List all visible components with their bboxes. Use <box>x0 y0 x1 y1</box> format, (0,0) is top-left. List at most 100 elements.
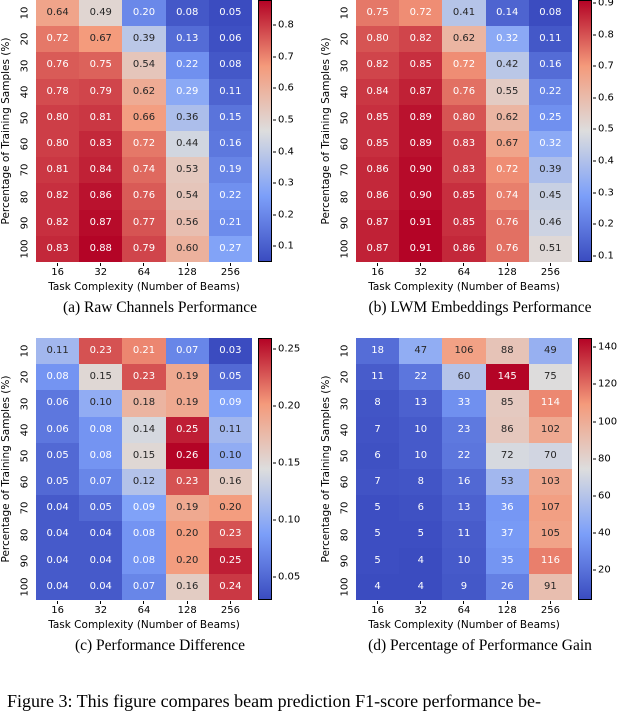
heatmap-cell: 0.82 <box>36 183 80 210</box>
heatmap-cell: 0.10 <box>79 390 123 417</box>
heatmap-cell: 0.15 <box>122 442 166 469</box>
colorbar-tick-label: 0.2 <box>273 209 294 220</box>
y-tick-label: 50 <box>19 449 31 463</box>
heatmap-cell: 0.29 <box>165 78 209 105</box>
heatmap-cell: 0.91 <box>399 209 443 236</box>
heatmap-cell: 0.15 <box>208 104 252 131</box>
colorbar-tick-label: 0.9 <box>593 0 614 9</box>
x-tick-label: 64 <box>122 601 165 616</box>
heatmap-cell: 0.90 <box>399 157 443 184</box>
heatmap-cell: 47 <box>399 338 443 365</box>
heatmap-cell: 0.91 <box>399 235 443 262</box>
y-tick-label: 10 <box>19 344 31 358</box>
heatmap-cell: 0.09 <box>208 390 252 417</box>
y-tick-label: 60 <box>19 137 31 151</box>
heatmap-cell: 75 <box>528 364 572 391</box>
y-tick-label: 20 <box>339 370 351 384</box>
heatmap-cell: 0.13 <box>165 26 209 53</box>
heatmap-cell: 0.81 <box>36 157 80 184</box>
heatmap-cell: 0.20 <box>208 495 252 522</box>
heatmap-cell: 0.85 <box>356 104 400 131</box>
heatmap-cell: 0.05 <box>208 0 252 27</box>
heatmap-cell: 35 <box>485 547 529 574</box>
y-axis-label: Percentage of Training Samples (%) <box>0 375 12 563</box>
y-tick-label: 70 <box>19 163 31 177</box>
y-tick-label: 30 <box>339 59 351 72</box>
heatmap-cell: 0.51 <box>528 235 572 262</box>
panel-b-lwm-embeddings-heatmap: Percentage of Training Samples (%) 10 20 3… <box>320 0 640 322</box>
y-tick-label: 40 <box>339 423 351 437</box>
heatmap-cell: 0.21 <box>208 209 252 236</box>
heatmap-cell: 0.08 <box>122 521 166 548</box>
y-tick-label: 60 <box>19 475 31 489</box>
y-tick-label: 30 <box>19 59 31 72</box>
heatmap-cell: 36 <box>485 495 529 522</box>
heatmap-cell: 0.75 <box>356 0 400 27</box>
heatmap-cell: 11 <box>356 364 400 391</box>
heatmap-cell: 103 <box>528 469 572 496</box>
heatmap-cell: 5 <box>356 547 400 574</box>
heatmap-cell: 0.83 <box>442 157 486 184</box>
colorbar-gradient <box>578 338 592 600</box>
panel-c-caption: (c) Performance Difference <box>74 637 246 654</box>
x-tick-label: 128 <box>486 601 529 616</box>
heatmap-cell: 13 <box>442 495 486 522</box>
heatmap-cell: 0.62 <box>442 26 486 53</box>
y-tick-label: 100 <box>19 239 31 259</box>
x-axis-ticks: 16 32 64 128 256 <box>356 601 572 616</box>
heatmap-cell: 0.84 <box>356 78 400 105</box>
y-axis-label: Percentage of Training Samples (%) <box>320 37 332 225</box>
colorbar-tick-label: 20 <box>593 565 611 576</box>
heatmap-cell: 0.45 <box>528 183 572 210</box>
heatmap-cell: 0.25 <box>208 547 252 574</box>
heatmap-cell: 49 <box>528 338 572 365</box>
heatmap-cell: 0.80 <box>36 131 80 158</box>
heatmap-cell: 0.20 <box>165 521 209 548</box>
heatmap-cell: 0.19 <box>165 495 209 522</box>
heatmap-cell: 0.66 <box>122 104 166 131</box>
colorbar-tick-label: 0.7 <box>593 61 614 72</box>
heatmap-cell: 0.16 <box>208 131 252 158</box>
heatmap-cell: 0.76 <box>122 183 166 210</box>
heatmap-cell: 0.72 <box>122 131 166 158</box>
heatmap-cell: 107 <box>528 495 572 522</box>
heatmap-cell: 0.23 <box>122 364 166 391</box>
heatmap-cell: 0.54 <box>122 52 166 79</box>
heatmap-cell: 0.76 <box>485 235 529 262</box>
y-tick-label: 90 <box>19 554 31 568</box>
y-tick-label: 80 <box>339 528 351 541</box>
heatmap-cell: 0.85 <box>399 52 443 79</box>
heatmap-cell: 0.27 <box>208 235 252 262</box>
y-tick-label: 60 <box>339 137 351 151</box>
colorbar-tick-label: 0.4 <box>593 155 614 166</box>
heatmap-cell: 0.39 <box>122 26 166 53</box>
x-axis-label: Task Complexity (Number of Beams) <box>368 619 560 631</box>
heatmap-cell: 0.78 <box>36 78 80 105</box>
heatmap-cell: 0.44 <box>165 131 209 158</box>
heatmap-cell: 0.23 <box>79 338 123 365</box>
y-tick-label: 70 <box>339 501 351 515</box>
heatmap-cell: 0.62 <box>122 78 166 105</box>
heatmap-cell: 0.49 <box>79 0 123 27</box>
heatmap-cell: 0.42 <box>485 52 529 79</box>
colorbar-tick-label: 0.05 <box>273 572 300 583</box>
heatmap-cell: 0.39 <box>528 157 572 184</box>
heatmap-cell: 0.24 <box>208 573 252 600</box>
heatmap-cell: 0.62 <box>485 104 529 131</box>
heatmap-cell: 0.08 <box>79 416 123 443</box>
y-tick-label: 30 <box>19 397 31 410</box>
panel-c-performance-difference-heatmap: Percentage of Training Samples (%) 10 20 3… <box>0 338 320 660</box>
heatmap-cell: 11 <box>442 521 486 548</box>
heatmap-cell: 0.06 <box>36 390 80 417</box>
y-tick-label: 10 <box>339 6 351 20</box>
heatmap-cell: 0.04 <box>36 495 80 522</box>
heatmap-cell: 0.22 <box>165 52 209 79</box>
heatmap-cell: 0.67 <box>485 131 529 158</box>
heatmap-cell: 0.20 <box>165 547 209 574</box>
y-axis-ticks: 10 20 30 40 50 60 70 80 90 100 <box>337 338 353 600</box>
heatmap-cell: 0.03 <box>208 338 252 365</box>
y-axis-label: Percentage of Training Samples (%) <box>320 375 332 563</box>
heatmap-grid: 0.75 0.72 0.41 0.14 0.08 0.80 0.82 0.62 0.32 0.11… <box>356 0 572 262</box>
y-tick-label: 100 <box>19 577 31 597</box>
